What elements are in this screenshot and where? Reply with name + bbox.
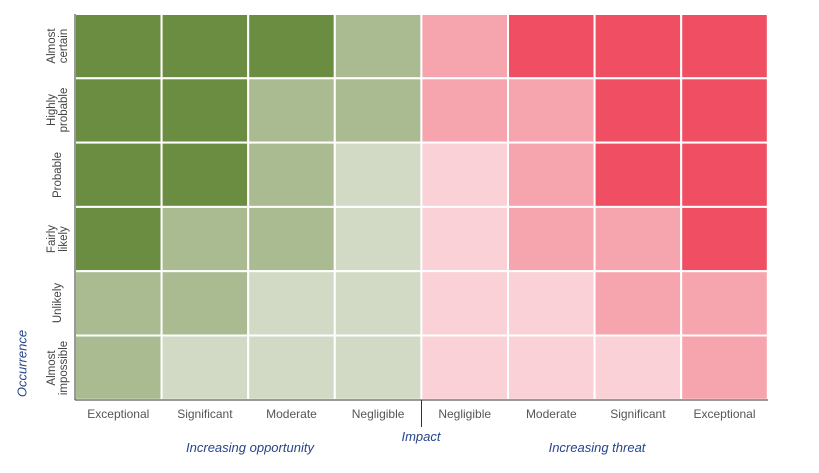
matrix-cell: [333, 205, 423, 273]
matrix-cell: [593, 270, 683, 337]
impact-label: Moderate: [525, 407, 577, 421]
y-axis-title: Occurrence: [14, 329, 30, 398]
matrix-cell: [333, 270, 423, 337]
occurrence-label: Unlikely: [52, 283, 64, 324]
matrix-cell: [247, 77, 336, 144]
matrix-cells: [74, 13, 769, 401]
matrix-cell: [420, 141, 509, 208]
matrix-cell: [507, 13, 596, 80]
opportunity-label: Increasing opportunity: [186, 440, 314, 455]
matrix-cell: [420, 77, 509, 144]
matrix-cell: [74, 13, 163, 80]
matrix-cell: [74, 334, 163, 401]
matrix-cell: [74, 141, 163, 208]
matrix-cell: [507, 205, 596, 273]
occurrence-label: Fairly likely: [46, 224, 70, 254]
matrix-cell: [680, 77, 769, 144]
matrix-cell: [74, 77, 163, 144]
matrix-cell: [333, 141, 423, 208]
impact-label: Moderate: [266, 407, 317, 421]
matrix-cell: [680, 205, 769, 273]
occurrence-label: Probable: [52, 151, 64, 198]
matrix-cell: [593, 141, 683, 208]
matrix-cell: [247, 13, 336, 80]
impact-label: Significant: [610, 407, 666, 421]
matrix-cell: [74, 205, 163, 273]
matrix-cell: [160, 141, 250, 208]
matrix-cell: [680, 141, 769, 208]
x-axis-title: Impact: [401, 429, 441, 444]
matrix-cell: [160, 13, 250, 80]
matrix-cell: [507, 270, 596, 337]
matrix-cell: [507, 141, 596, 208]
impact-label: Exceptional: [693, 407, 756, 421]
matrix-cell: [420, 205, 509, 273]
threat-label: Increasing threat: [548, 440, 646, 455]
impact-label: Negligible: [351, 407, 405, 421]
impact-label: Significant: [177, 407, 233, 421]
matrix-cell: [680, 334, 769, 401]
matrix-cell: [593, 13, 683, 80]
matrix-cell: [680, 270, 769, 337]
matrix-cell: [507, 334, 596, 401]
matrix-cell: [247, 334, 336, 401]
matrix-cell: [333, 13, 423, 80]
matrix-cell: [160, 77, 250, 144]
matrix-cell: [593, 77, 683, 144]
matrix-cell: [74, 270, 163, 337]
matrix-cell: [160, 270, 250, 337]
impact-label: Exceptional: [87, 407, 150, 421]
occurrence-label: Highly probable: [46, 88, 70, 133]
matrix-cell: [333, 334, 423, 401]
matrix-cell: [247, 141, 336, 208]
matrix-cell: [680, 13, 769, 80]
matrix-cell: [160, 205, 250, 273]
occurrence-label: Almost certain: [46, 28, 70, 64]
matrix-cell: [420, 270, 509, 337]
matrix-cell: [333, 77, 423, 144]
impact-label: Negligible: [438, 407, 492, 421]
matrix-cell: [593, 334, 683, 401]
matrix-cell: [247, 205, 336, 273]
matrix-cell: [507, 77, 596, 144]
matrix-cell: [420, 334, 509, 401]
occurrence-label: Almost impossible: [46, 340, 70, 395]
matrix-cell: [247, 270, 336, 337]
matrix-cell: [160, 334, 250, 401]
matrix-cell: [593, 205, 683, 273]
matrix-cell: [420, 13, 509, 80]
